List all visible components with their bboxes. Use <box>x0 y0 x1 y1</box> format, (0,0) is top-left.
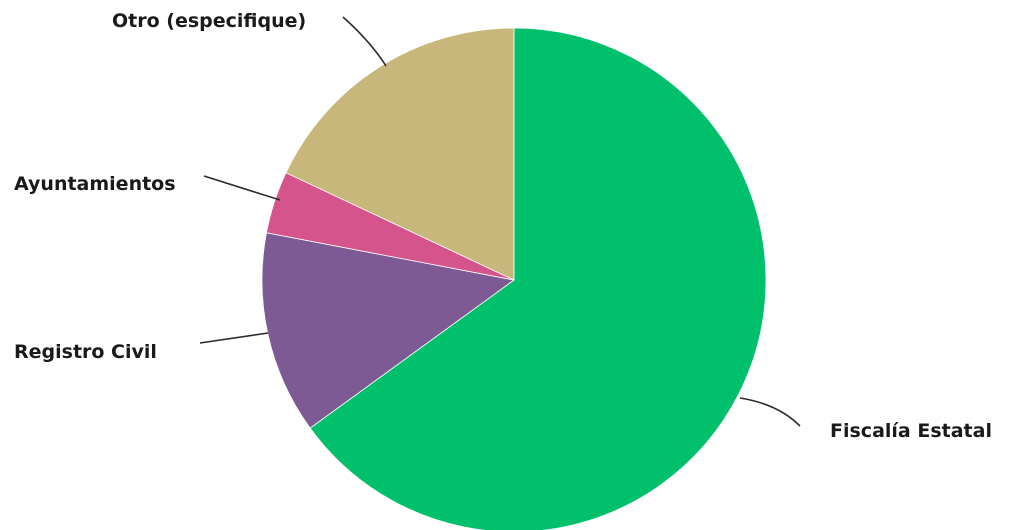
pie-slices <box>261 27 767 530</box>
leader-line <box>342 16 387 67</box>
slice-label: Registro Civil <box>14 341 157 363</box>
leader-lines <box>199 16 801 427</box>
slice-labels: Fiscalía Estatal Registro Civil Ayuntamien… <box>14 10 992 442</box>
slice-label: Ayuntamientos <box>14 173 176 195</box>
leader-line <box>739 397 801 427</box>
leader-line <box>203 175 281 201</box>
pie-slice <box>285 27 515 281</box>
leader-line <box>199 332 269 344</box>
slice-label: Fiscalía Estatal <box>830 420 992 442</box>
slice-label: Otro (especifique) <box>112 10 306 32</box>
pie-slice <box>261 232 515 429</box>
pie-slice <box>309 27 767 530</box>
